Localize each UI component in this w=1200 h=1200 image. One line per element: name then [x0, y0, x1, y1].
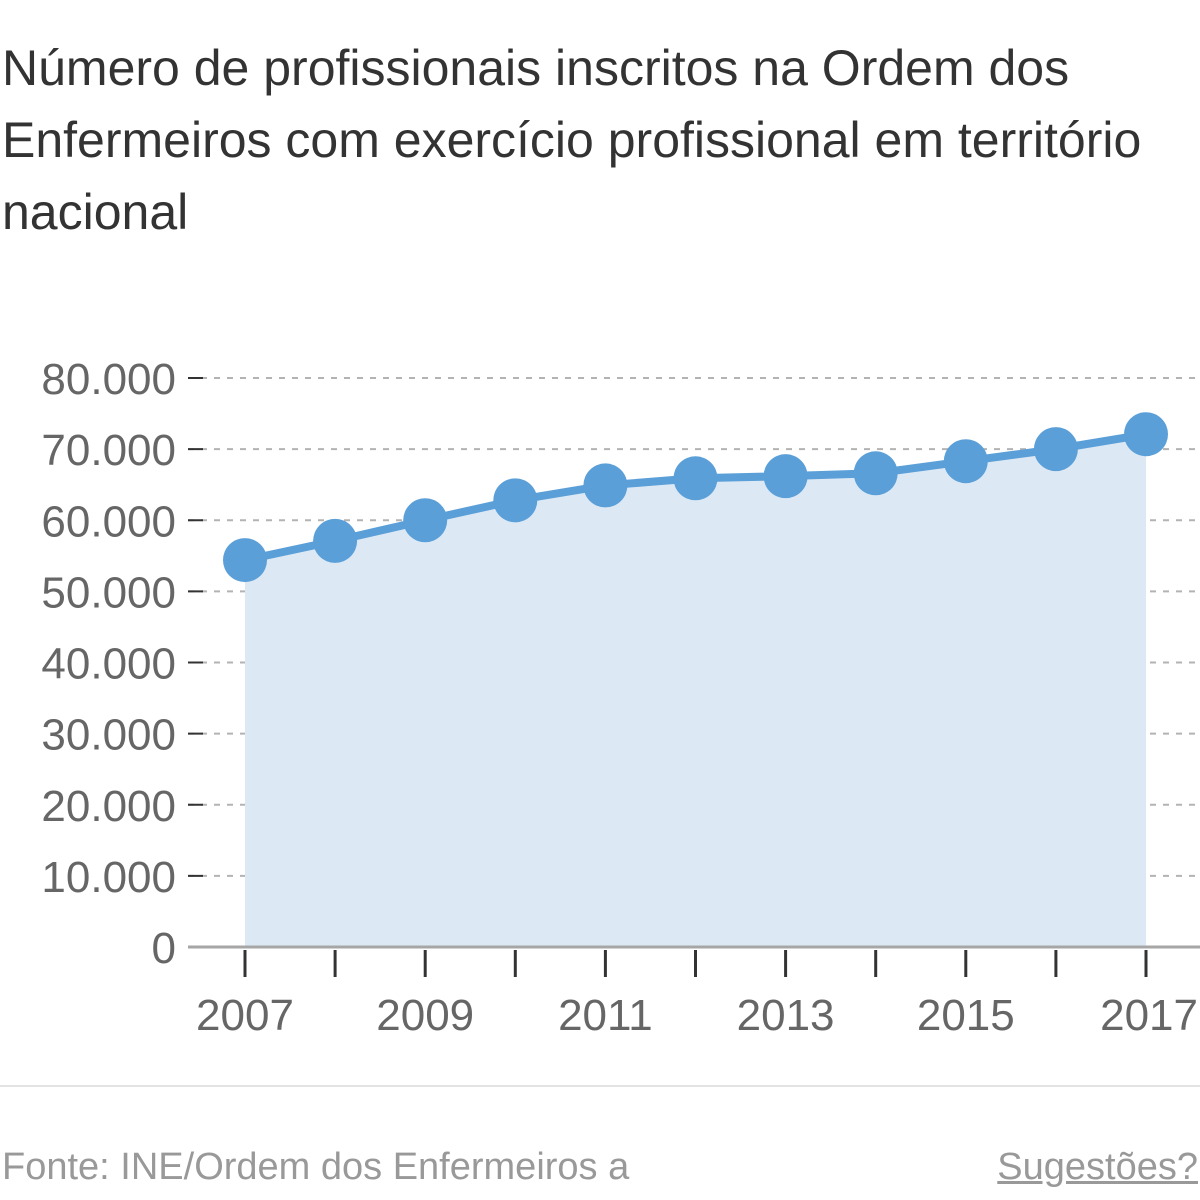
- y-tick-label: 0: [152, 924, 176, 973]
- data-point: [223, 538, 267, 583]
- data-point: [763, 454, 808, 499]
- data-point: [673, 456, 718, 501]
- data-point: [403, 498, 448, 543]
- source-text: Fonte: INE/Ordem dos Enfermeiros a: [2, 1146, 630, 1188]
- data-point: [313, 518, 358, 563]
- data-point: [1124, 412, 1168, 457]
- data-point: [493, 478, 538, 523]
- y-axis-labels: 0 10.000 20.000 30.000 40.000 50.000 60.000 70.…: [41, 355, 176, 973]
- suggestions-link[interactable]: Sugestões?: [997, 1146, 1198, 1188]
- area-fill: [245, 434, 1146, 948]
- data-points: [223, 412, 1168, 583]
- data-point: [853, 451, 898, 496]
- axes: [188, 945, 1200, 977]
- footer-divider: [0, 1085, 1200, 1087]
- x-tick-label: 2017: [1100, 991, 1198, 1040]
- y-tick-label: 70.000: [41, 426, 176, 475]
- data-point: [1033, 427, 1078, 472]
- x-axis-labels: 2007 2009 2011 2013 2015 2017: [196, 991, 1198, 1040]
- line-chart: 0 10.000 20.000 30.000 40.000 50.000 60.000 70.…: [41, 355, 1200, 1040]
- data-point: [583, 463, 628, 508]
- x-tick-label: 2011: [558, 991, 653, 1040]
- y-tick-label: 40.000: [41, 640, 176, 689]
- y-tick-label: 10.000: [41, 853, 176, 902]
- x-tick-label: 2015: [917, 991, 1015, 1040]
- y-tick-label: 60.000: [41, 497, 176, 546]
- x-tick-label: 2009: [376, 991, 474, 1040]
- x-tick-label: 2013: [737, 991, 835, 1040]
- x-tick-label: 2007: [196, 991, 294, 1040]
- y-tick-label: 30.000: [41, 711, 176, 760]
- chart-title: Número de profissionais inscritos na Ord…: [2, 40, 1142, 240]
- y-tick-label: 50.000: [41, 568, 176, 617]
- y-tick-label: 20.000: [41, 782, 176, 831]
- data-point: [943, 439, 988, 484]
- y-tick-label: 80.000: [41, 355, 176, 404]
